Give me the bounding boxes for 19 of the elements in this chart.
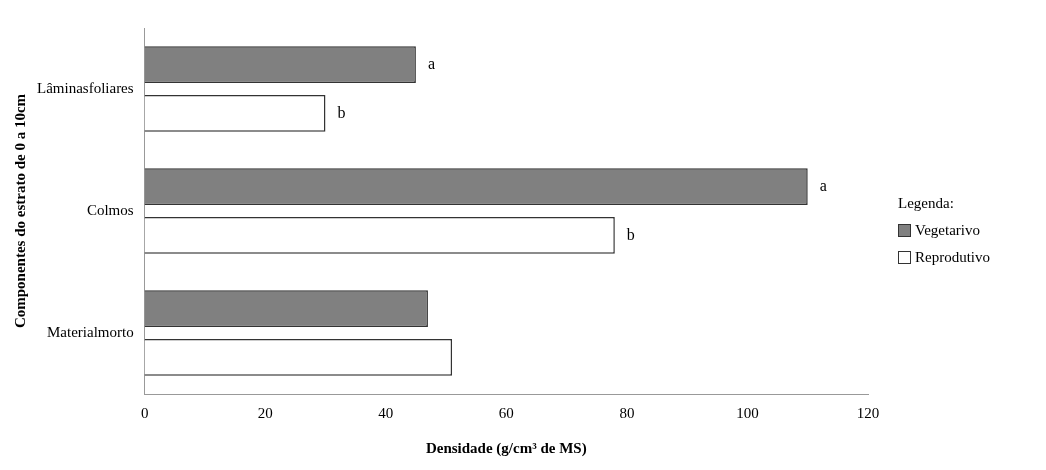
text: Reprodutivo	[915, 248, 990, 266]
y-tick-label: Colmos	[86, 201, 134, 218]
annotation: a	[427, 54, 435, 72]
legend-label: Vegetarivo	[915, 221, 980, 239]
annotation: a	[819, 176, 827, 194]
x-tick-label: 40	[378, 404, 394, 421]
x-tick-label: 20	[257, 404, 273, 421]
x-tick-label: 100	[736, 404, 759, 421]
x-axis-title: Densidade (g/cm³ de MS)	[425, 439, 587, 457]
y-axis-title: Componentes do estrato de 0 a 10cm	[11, 93, 28, 329]
annotation: b	[337, 103, 346, 121]
y-tick-label: Materialmorto	[46, 323, 134, 340]
x-tick-label: 80	[619, 404, 635, 421]
x-tick-label: 120	[856, 404, 880, 421]
x-tick-label: 0	[140, 404, 149, 421]
x-tick-label: 60	[498, 404, 514, 421]
legend-title: Legenda:	[898, 194, 955, 212]
annotation: b	[626, 225, 635, 243]
y-tick-label: Lâminasfoliares	[36, 79, 134, 96]
